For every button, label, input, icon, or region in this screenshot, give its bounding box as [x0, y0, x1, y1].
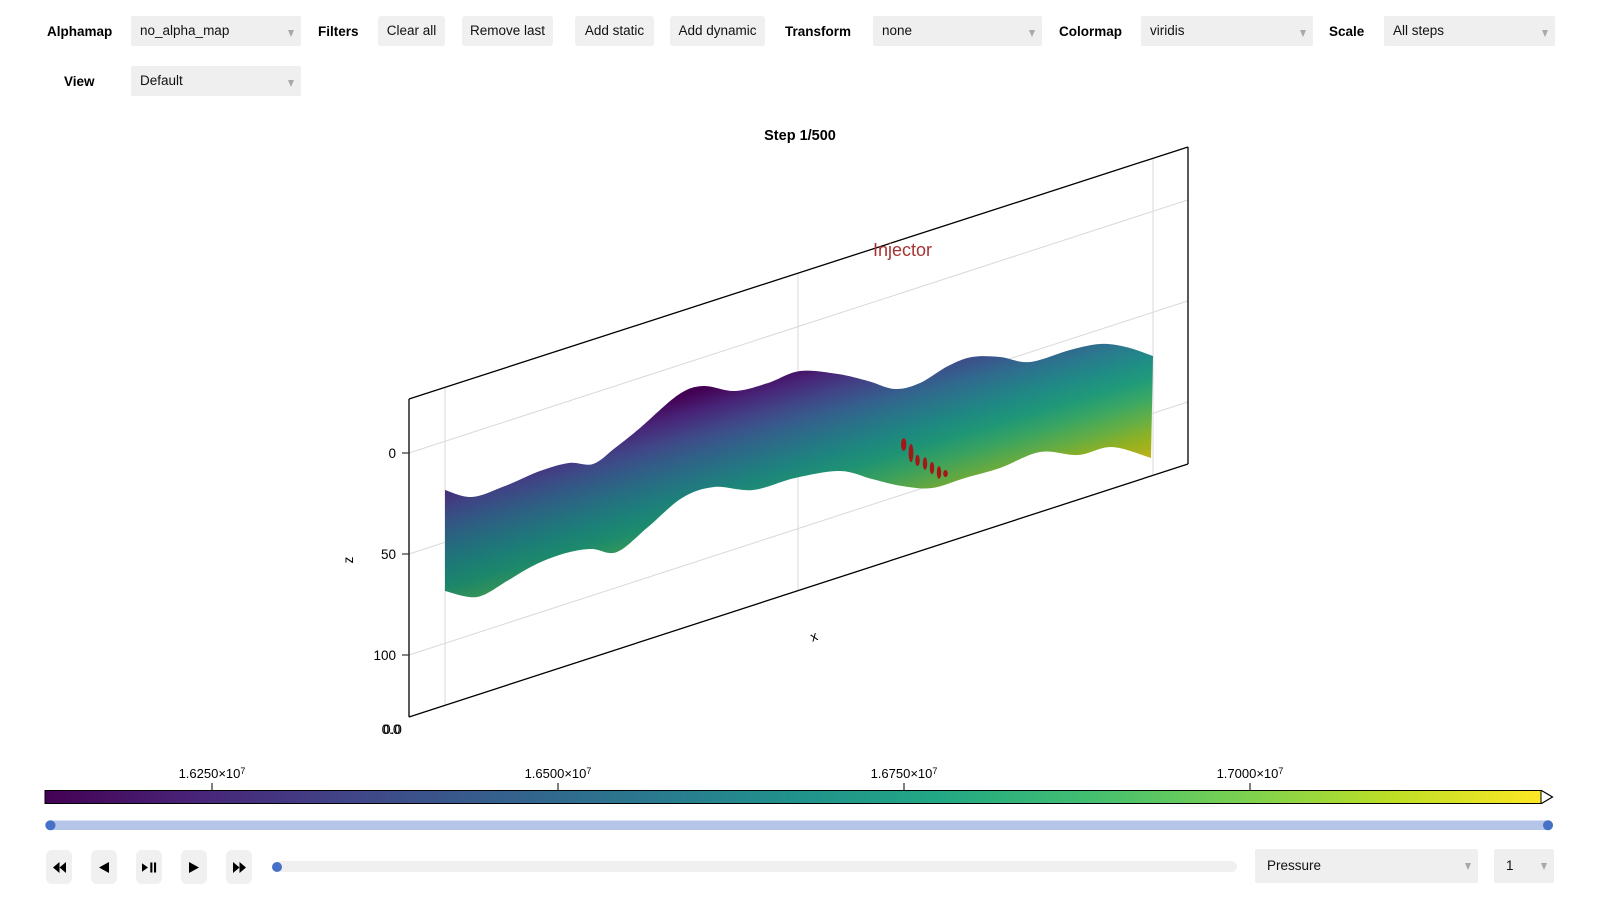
svg-text:Step 1/500: Step 1/500: [764, 128, 836, 144]
svg-text:1.6750×107: 1.6750×107: [871, 766, 938, 781]
svg-text:1.7000×107: 1.7000×107: [1217, 766, 1284, 781]
svg-text:1.6500×107: 1.6500×107: [525, 766, 592, 781]
svg-text:0.0: 0.0: [382, 722, 401, 737]
svg-text:Injector: Injector: [873, 240, 932, 260]
svg-text:100: 100: [373, 648, 396, 663]
svg-text:1.6250×107: 1.6250×107: [179, 766, 246, 781]
svg-text:50: 50: [381, 547, 396, 562]
svg-text:x: x: [808, 628, 820, 644]
svg-text:0: 0: [388, 446, 396, 461]
svg-text:z: z: [341, 556, 356, 563]
svg-text:0.0: 0.0: [383, 722, 402, 737]
